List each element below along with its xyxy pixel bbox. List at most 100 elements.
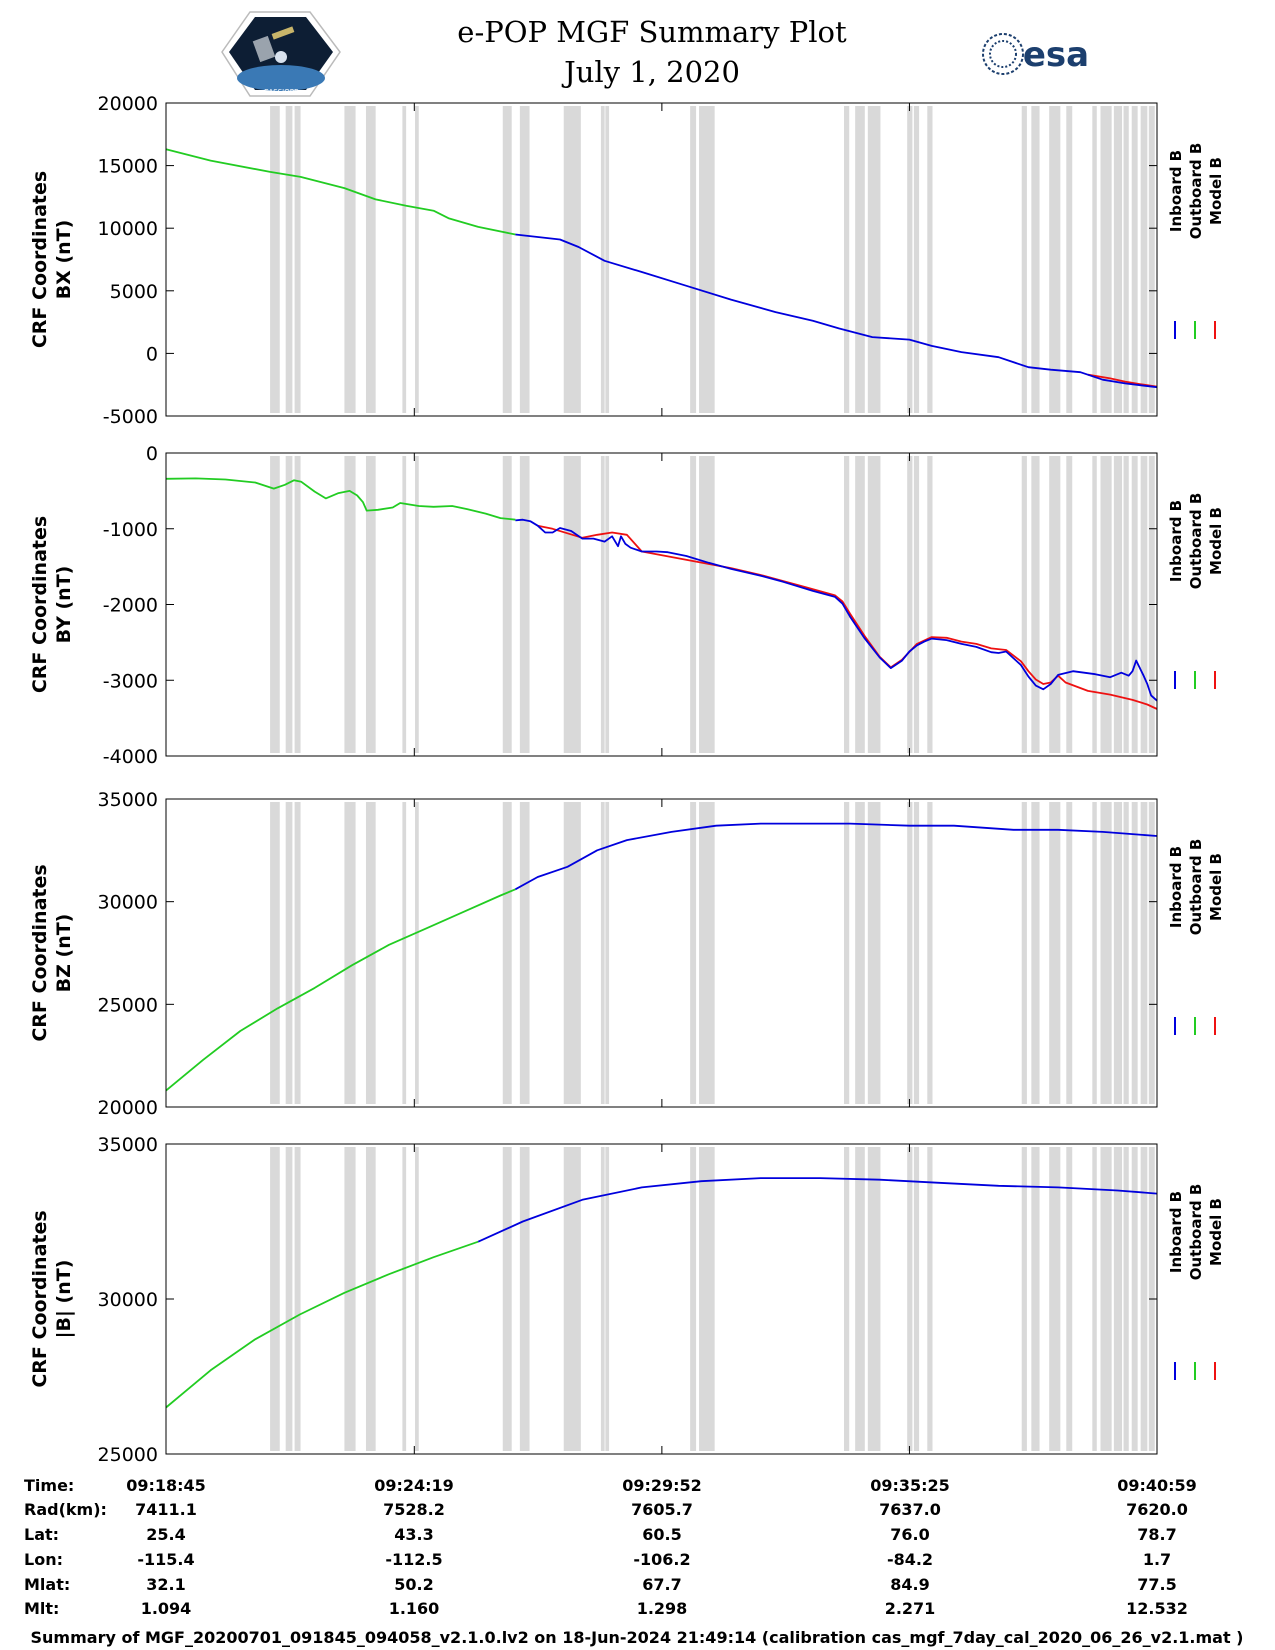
info-row-label: Mlt:	[24, 1599, 59, 1618]
inboard-b-series	[514, 822, 1158, 891]
legend-model-label: Model B	[1207, 853, 1225, 921]
panel-1: 20000 15000 10000 5000 0 -5000 CRF Coordinates…	[29, 93, 1225, 428]
data-gap-band	[867, 1147, 881, 1451]
info-row: Mlat: 32.1 50.2 67.7 84.9 77.5	[24, 1575, 1177, 1594]
data-gap-band	[927, 802, 933, 1104]
info-row-label: Rad(km):	[24, 1500, 107, 1519]
data-gap-band	[690, 456, 697, 753]
legend-inboard-label: Inboard B	[1167, 1191, 1185, 1273]
y-tick-label: -4000	[103, 746, 158, 768]
data-gap-band	[285, 456, 293, 753]
info-cell: 7411.1	[135, 1500, 197, 1519]
data-gap-band	[285, 802, 293, 1104]
data-gap-band	[605, 456, 610, 753]
data-gap-band	[1021, 1147, 1027, 1451]
inboard-b-series	[515, 518, 1158, 702]
info-row-label: Lat:	[24, 1525, 59, 1544]
info-cell: 2.271	[885, 1599, 936, 1618]
data-gap-band	[600, 802, 605, 1104]
y-axis-label: CRF Coordinates BY (nT)	[29, 516, 75, 693]
panel-frame	[165, 102, 1158, 417]
data-gap-band	[415, 456, 419, 753]
data-gap-band	[285, 1147, 293, 1451]
info-cell: 7528.2	[383, 1500, 445, 1519]
data-gap-band	[1031, 456, 1040, 753]
info-cell: 09:24:19	[374, 1476, 454, 1495]
info-cell: 7605.7	[631, 1500, 693, 1519]
data-gap-band	[1021, 106, 1027, 413]
data-gap-band	[1049, 456, 1061, 753]
info-cell: 7637.0	[879, 1500, 941, 1519]
outboard-b-series	[165, 1240, 479, 1409]
plot-title: e-POP MGF Summary Plot	[457, 15, 847, 49]
y-tick-label: 35000	[98, 1134, 158, 1156]
data-gap-band	[1131, 106, 1138, 413]
data-gap-band	[1140, 106, 1148, 413]
info-row: Mlt: 1.094 1.160 1.298 2.271 12.532	[24, 1599, 1188, 1618]
y-tick-label: -3000	[103, 670, 158, 692]
data-gap-band	[1113, 1147, 1123, 1451]
right-logo-text: esa	[1023, 35, 1089, 75]
y-axis-label-line1: CRF Coordinates	[29, 864, 51, 1041]
legend-outboard-label: Outboard B	[1187, 839, 1205, 936]
info-cell: -84.2	[887, 1550, 933, 1569]
legend-model-label: Model B	[1207, 157, 1225, 225]
data-gap-band	[502, 456, 512, 753]
y-axis-label-line1: CRF Coordinates	[29, 171, 51, 348]
data-gap-band	[1066, 1147, 1073, 1451]
data-gap-band	[927, 106, 933, 413]
data-gap-band	[1031, 802, 1040, 1104]
data-gap-band	[855, 456, 865, 753]
data-gap-band	[844, 106, 850, 413]
data-gap-band	[1092, 1147, 1097, 1451]
info-row-label: Lon:	[24, 1550, 63, 1569]
y-tick-label: 30000	[98, 1289, 158, 1311]
data-gap-band	[913, 106, 920, 413]
data-gap-band	[270, 1147, 280, 1451]
info-cell: 12.532	[1126, 1599, 1188, 1618]
outboard-b-series	[165, 477, 516, 521]
info-cell: 09:40:59	[1117, 1476, 1197, 1495]
data-gap-band	[563, 1147, 581, 1451]
data-gap-band	[605, 1147, 610, 1451]
legend-outboard-label: Outboard B	[1187, 143, 1205, 240]
data-gap-band	[699, 802, 715, 1104]
y-tick-label: -2000	[103, 595, 158, 617]
data-gap-band	[344, 1147, 356, 1451]
model-b-series	[1087, 373, 1158, 388]
data-gap-band	[1113, 802, 1123, 1104]
data-gap-band	[270, 456, 280, 753]
info-cell: 32.1	[146, 1575, 185, 1594]
info-cell: 1.7	[1143, 1550, 1171, 1569]
info-cell: 43.3	[394, 1525, 433, 1544]
data-gap-band	[402, 456, 407, 753]
data-gap-band	[519, 106, 530, 413]
data-gap-band	[563, 106, 581, 413]
data-gap-band	[270, 106, 280, 413]
data-gap-band	[294, 456, 301, 753]
data-gap-band	[285, 106, 293, 413]
data-gap-band	[415, 802, 419, 1104]
y-tick-label: 35000	[98, 789, 158, 811]
info-cell: 50.2	[394, 1575, 433, 1594]
data-gap-band	[1123, 456, 1129, 753]
data-gap-band	[365, 802, 376, 1104]
data-gap-band	[600, 456, 605, 753]
info-cell: 76.0	[890, 1525, 929, 1544]
info-cell: 67.7	[642, 1575, 681, 1594]
data-gap-band	[907, 106, 913, 413]
data-gap-band	[1100, 1147, 1112, 1451]
plot-date: July 1, 2020	[561, 55, 740, 89]
data-gap-band	[519, 802, 530, 1104]
legend-inboard-label: Inboard B	[1167, 500, 1185, 582]
info-row: Rad(km): 7411.1 7528.2 7605.7 7637.0 7620.0	[24, 1500, 1188, 1519]
info-cell: -106.2	[633, 1550, 690, 1569]
info-row: Lon: -115.4 -112.5 -106.2 -84.2 1.7	[24, 1550, 1171, 1569]
data-gap-band	[402, 802, 407, 1104]
info-cell: 1.160	[389, 1599, 440, 1618]
panel-2: 0 -1000 -2000 -3000 -4000 CRF Coordinates BY (…	[29, 443, 1225, 768]
y-tick-label: 10000	[98, 218, 158, 240]
data-gap-band	[1100, 106, 1112, 413]
data-gap-band	[1113, 106, 1123, 413]
y-tick-label: -5000	[103, 406, 158, 428]
